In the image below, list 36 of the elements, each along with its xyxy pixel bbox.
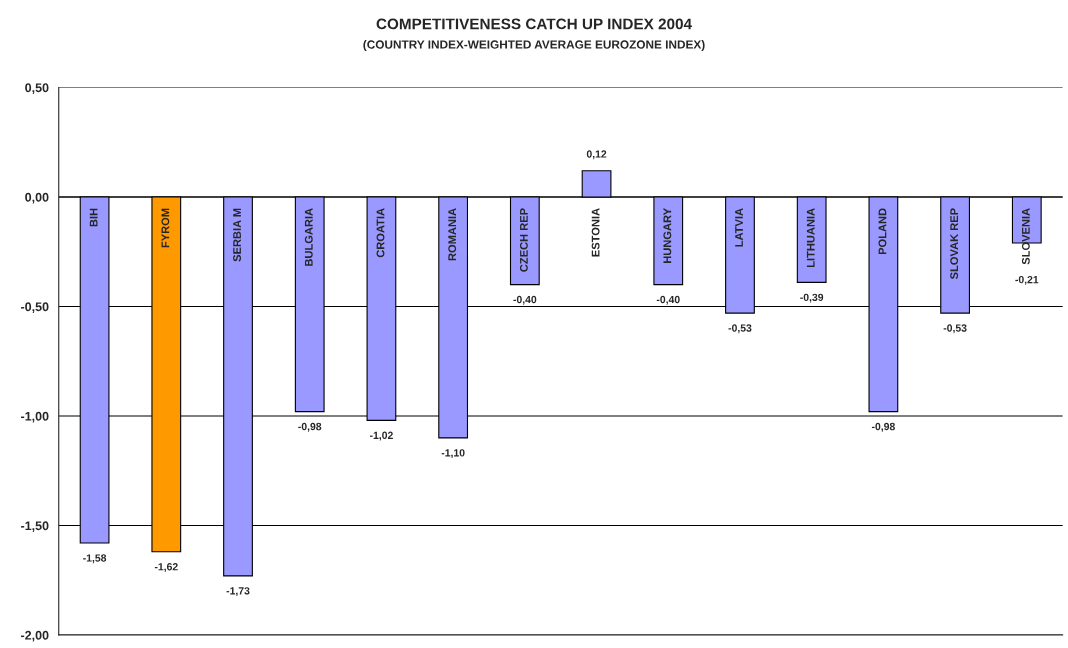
data-label: -0,98 — [871, 422, 895, 432]
data-label: -0,98 — [298, 422, 322, 432]
data-label: -0,40 — [656, 295, 680, 305]
x-tick-label: HUNGARY — [663, 208, 672, 263]
x-tick-label: POLAND — [878, 208, 887, 255]
x-tick-label: SLOVENIA — [1021, 208, 1030, 265]
x-tick-label: BIH — [89, 208, 98, 227]
y-tick-label: -1,50 — [21, 521, 49, 532]
chart-title: COMPETITIVENESS CATCH UP INDEX 2004 — [376, 18, 692, 30]
data-label: -0,21 — [1015, 275, 1039, 285]
data-label: -0,39 — [800, 293, 824, 303]
data-label: -1,02 — [369, 431, 393, 441]
x-tick-label: SERBIA M — [233, 208, 241, 262]
x-tick-label: FYROM — [161, 208, 170, 248]
y-tick-label: 0,50 — [25, 83, 49, 94]
data-label: 0,12 — [586, 150, 607, 160]
y-tick-label: 0,00 — [25, 192, 49, 204]
data-label: -0,40 — [513, 295, 537, 305]
data-label: -1,58 — [83, 554, 107, 564]
data-label: -0,53 — [728, 324, 752, 334]
x-tick-label: CROATIA — [376, 208, 385, 258]
y-tick-label: -1,00 — [21, 411, 49, 423]
x-tick-label: BULGARIA — [304, 208, 313, 266]
data-label: -0,53 — [943, 324, 967, 334]
data-label: -1,62 — [154, 563, 178, 572]
x-tick-label: CZECH REP — [519, 208, 528, 272]
y-tick-label: -2,00 — [21, 630, 49, 642]
chart-subtitle: (COUNTRY INDEX-WEIGHTED AVERAGE EUROZONE INDEX) — [363, 40, 705, 52]
x-tick-label: SLOVAK REP — [950, 208, 959, 280]
data-label: -1,10 — [441, 449, 465, 459]
x-tick-label: ESTONIA — [591, 208, 600, 257]
data-label: -1,73 — [226, 587, 250, 597]
x-tick-label: ROMANIA — [448, 208, 457, 261]
x-tick-label: LATVIA — [735, 208, 743, 247]
y-tick-label: -0,50 — [21, 302, 49, 313]
x-tick-label: LITHUANIA — [806, 208, 815, 268]
